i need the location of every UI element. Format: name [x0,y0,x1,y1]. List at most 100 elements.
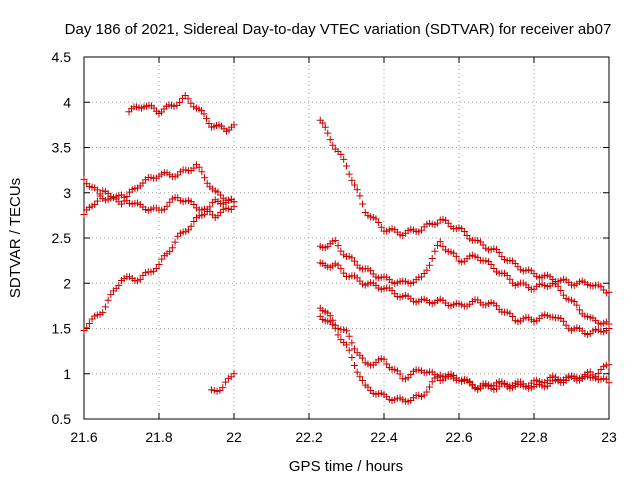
y-tick-label: 2 [63,275,71,291]
data-point [219,384,227,392]
data-point [93,197,101,205]
data-point [509,313,517,321]
data-point [383,360,391,368]
data-point [351,181,359,189]
data-point [152,265,160,273]
data-point [83,324,91,332]
data-point [166,248,174,256]
data-point [353,186,361,194]
data-point [326,312,334,320]
y-tick-label: 2.5 [52,230,72,246]
data-point [351,345,359,353]
data-point [80,175,88,183]
data-point [93,186,101,194]
data-point [493,302,500,310]
x-tick-labels: 21.6 21.8 22 22.2 22.4 22.6 22.8 23 [70,429,617,445]
series-track-6 [316,116,613,297]
data-point [176,98,184,106]
y-tick-label: 4.5 [52,49,72,65]
x-tick-label: 22.8 [520,429,547,445]
data-point [345,332,353,340]
data-point [356,373,364,381]
data-point [359,354,367,362]
y-tick-label: 3.5 [52,140,72,156]
data-point [605,325,613,332]
plot-frame [83,56,610,420]
data-point [343,327,350,335]
data-point [198,168,206,176]
data-point [605,288,613,296]
data-point [431,247,439,255]
data-point [222,378,230,386]
data-point [337,247,345,255]
data-point [343,341,350,349]
data-points [80,91,613,406]
data-point [96,190,104,198]
series-track-8 [316,259,613,339]
y-tick-label: 4 [63,94,71,110]
data-point [201,174,209,182]
x-tick-label: 22 [226,429,242,445]
x-tick-label: 22.4 [370,429,397,445]
data-point [605,361,613,369]
data-point [158,255,166,263]
series-track-3 [80,161,238,208]
data-point [396,370,404,378]
y-axis-label: SDTVAR / TECUs [7,178,24,298]
data-point [359,376,367,384]
data-point [495,249,503,257]
data-point [439,242,447,250]
y-tick-label: 0.5 [52,411,72,427]
data-point [426,261,434,269]
data-point [605,379,613,387]
data-point [329,320,337,328]
data-point [423,388,431,396]
data-point [348,339,356,347]
data-point [559,317,567,325]
data-point [184,226,192,234]
data-point [324,129,332,137]
data-point [573,301,581,309]
data-point [503,272,511,280]
data-point [230,198,238,206]
data-point [230,121,238,129]
data-point [171,238,179,246]
data-point [423,266,431,274]
data-point [452,252,460,260]
data-point [348,176,356,184]
data-point [136,275,144,283]
series-track-7 [316,236,613,328]
data-point [345,346,353,354]
data-point [554,282,562,290]
data-point [203,179,211,187]
y-tick-label: 1.5 [52,321,72,337]
x-tick-label: 22.6 [445,429,472,445]
data-point [205,120,213,128]
data-point [321,123,329,131]
grid-lines [84,57,609,419]
data-point [487,260,495,268]
data-point [340,155,348,163]
data-point [436,238,444,246]
y-tick-label: 3 [63,185,71,201]
data-point [343,162,350,170]
data-point [123,192,131,200]
data-point [319,119,327,127]
data-point [345,170,353,178]
data-point [115,281,123,289]
data-point [203,115,210,123]
data-point [334,331,342,339]
x-tick-label: 23 [601,429,617,445]
data-point [107,291,115,299]
data-point [329,141,337,149]
data-point [380,355,388,363]
data-point [434,241,442,249]
series-track-4 [125,91,238,135]
data-point [351,257,359,265]
data-point [190,217,198,225]
data-point [120,197,128,205]
data-point [334,242,342,250]
data-point [375,219,383,227]
x-axis-label: GPS time / hours [289,458,403,475]
